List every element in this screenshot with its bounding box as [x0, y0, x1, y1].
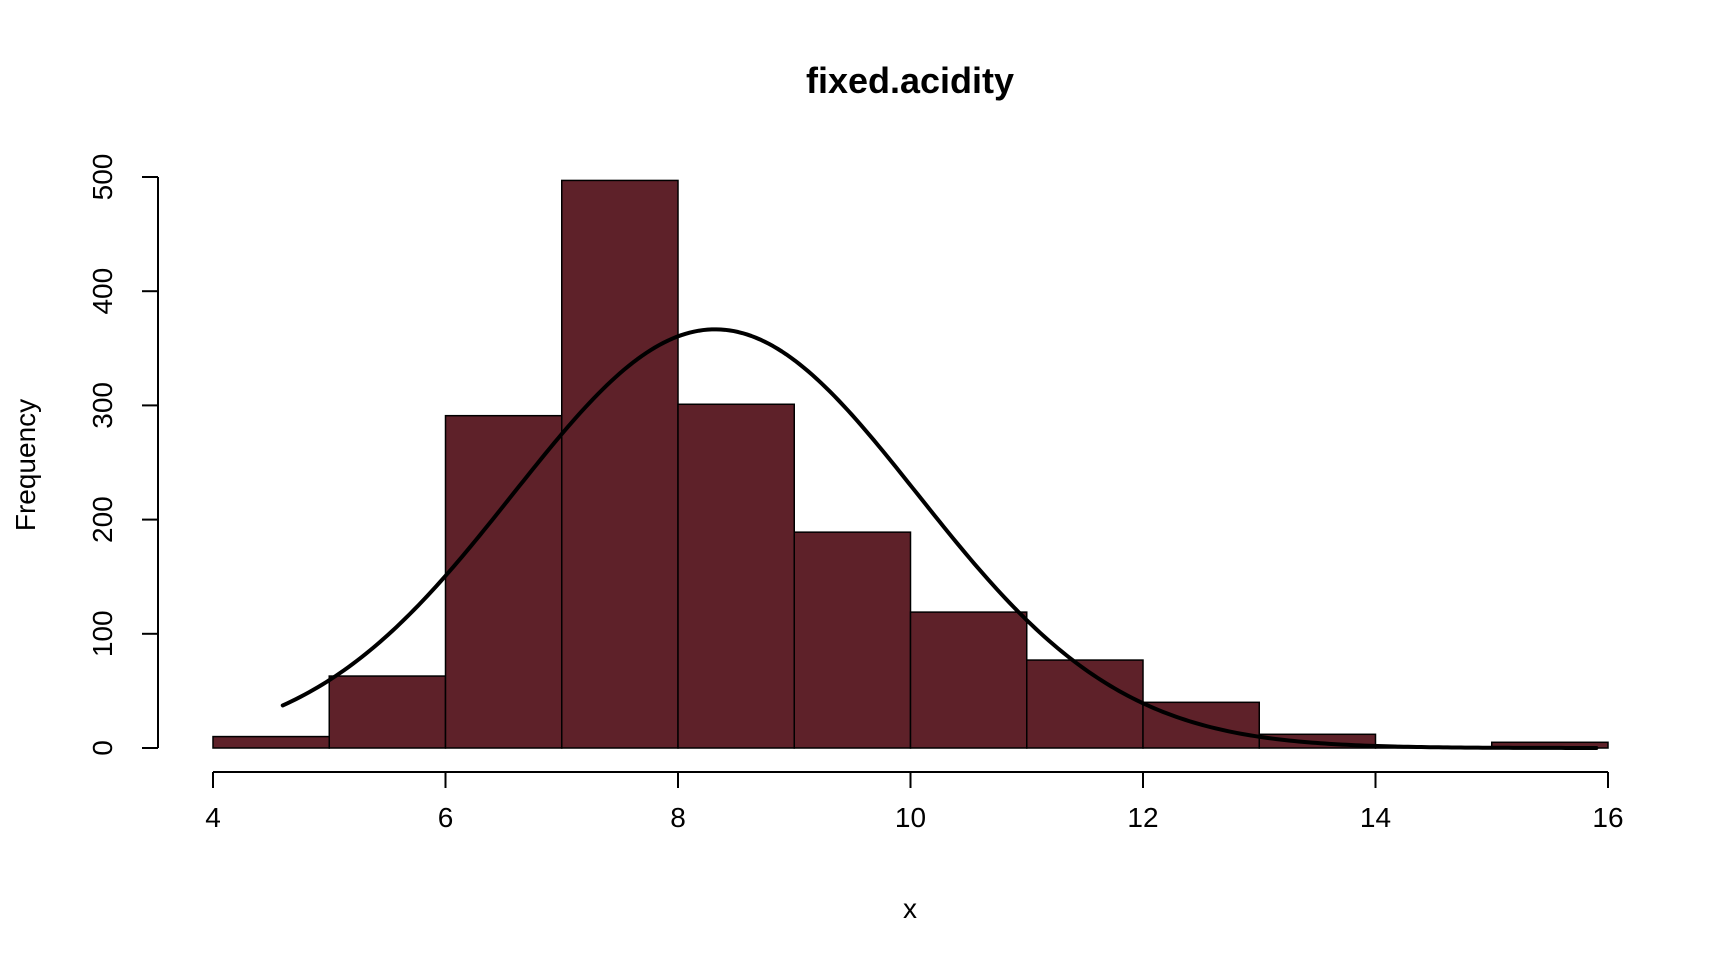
- chart-title: fixed.acidity: [806, 60, 1014, 101]
- histogram-bar: [212, 735, 330, 749]
- x-tick-label: 14: [1360, 802, 1391, 833]
- x-tick-label: 16: [1592, 802, 1623, 833]
- normal-density-curve: [280, 327, 1599, 750]
- histogram-bar: [328, 675, 447, 749]
- y-tick-label: 100: [87, 610, 118, 657]
- x-tick-label: 8: [670, 802, 686, 833]
- y-tick-label: 400: [87, 268, 118, 315]
- histogram-bar: [561, 179, 679, 749]
- y-axis: 0 100 200 300 400 500: [87, 154, 159, 756]
- histogram-bar: [909, 611, 1028, 749]
- y-tick-label: 500: [87, 154, 118, 201]
- histogram-bar: [793, 531, 912, 749]
- y-axis-label: Frequency: [10, 399, 41, 531]
- histogram-bar: [1026, 659, 1144, 749]
- x-tick-label: 10: [895, 802, 926, 833]
- y-tick-label: 200: [87, 496, 118, 543]
- histogram-bars: [212, 179, 1609, 749]
- x-axis-label: x: [903, 893, 917, 924]
- x-tick-label: 4: [205, 802, 221, 833]
- y-tick-label: 0: [87, 740, 118, 756]
- histogram-bar: [677, 403, 795, 749]
- x-tick-label: 6: [438, 802, 454, 833]
- x-axis: 4 6 8 10 12 14 16: [205, 771, 1624, 833]
- x-tick-label: 12: [1127, 802, 1158, 833]
- y-tick-label: 300: [87, 382, 118, 429]
- histogram-bar: [444, 414, 563, 749]
